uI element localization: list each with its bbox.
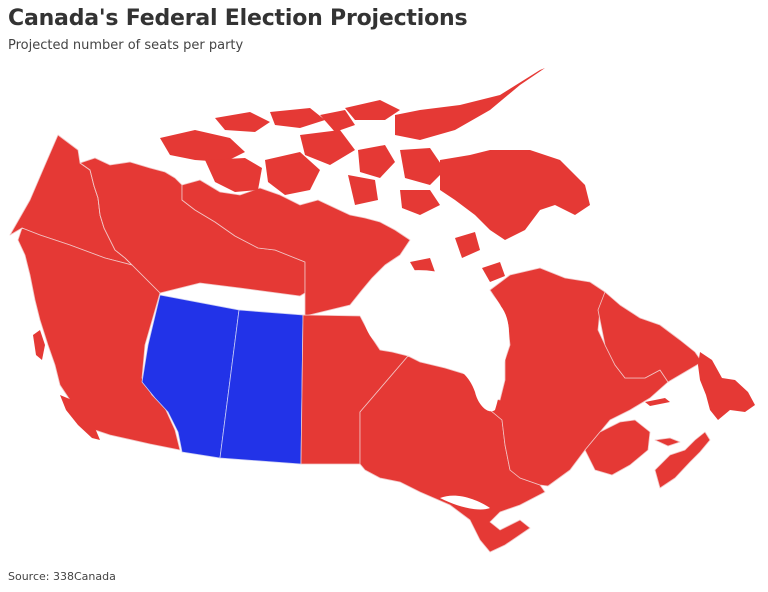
chart-title: Canada's Federal Election Projections: [8, 6, 468, 31]
chart-subtitle: Projected number of seats per party: [8, 38, 244, 53]
haida-gwaii: [33, 330, 45, 360]
province-nova-scotia[interactable]: [654, 431, 711, 489]
province-british-columbia[interactable]: [17, 227, 181, 451]
canada-map: [9, 68, 755, 553]
province-new-brunswick[interactable]: [584, 419, 651, 476]
province-manitoba[interactable]: [300, 314, 409, 465]
province-nunavut[interactable]: [181, 179, 411, 317]
anticosti-island: [645, 398, 670, 406]
arctic-islands: [160, 68, 590, 282]
source-note: Source: 338Canada: [8, 570, 116, 583]
province-pei[interactable]: [654, 437, 681, 447]
hudson-bay: [360, 270, 509, 412]
island-of-newfoundland: [698, 352, 755, 420]
lake-superior: [440, 495, 490, 510]
vancouver-island: [60, 395, 100, 440]
